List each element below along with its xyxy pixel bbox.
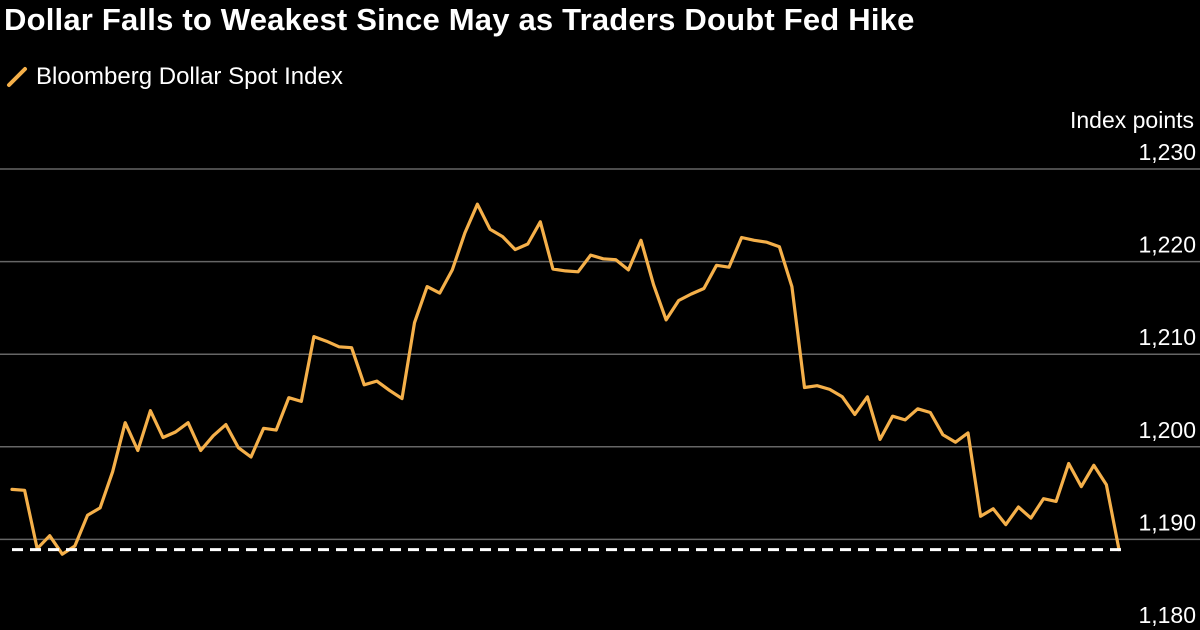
series-line-bloomberg-dollar-spot-index	[10, 202, 1121, 556]
legend: Bloomberg Dollar Spot Index	[6, 62, 343, 92]
y-tick-label: 1,200	[1138, 417, 1196, 443]
y-tick-label: 1,190	[1138, 509, 1196, 535]
legend-swatch-line-icon	[7, 67, 27, 87]
chart-title: Dollar Falls to Weakest Since May as Tra…	[4, 2, 915, 37]
y-tick-label: 1,180	[1138, 602, 1196, 628]
y-tick-label: 1,210	[1138, 324, 1196, 350]
y-tick-label: 1,230	[1138, 139, 1196, 165]
y-axis-unit-label: Index points	[1069, 107, 1194, 133]
y-tick-label: 1,220	[1138, 232, 1196, 258]
legend-label: Bloomberg Dollar Spot Index	[36, 63, 343, 90]
